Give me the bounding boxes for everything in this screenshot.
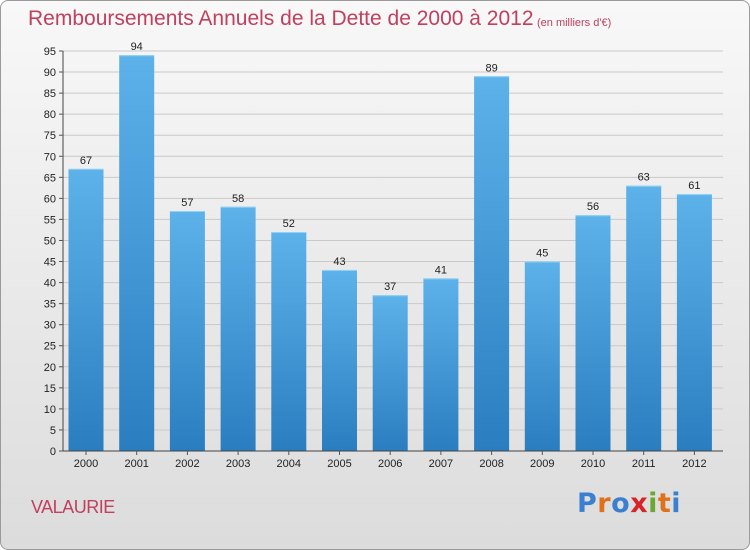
- data-label-2002: 57: [181, 197, 193, 209]
- axes: [62, 51, 723, 452]
- y-tick-label: 85: [44, 88, 56, 100]
- data-label-2001: 94: [131, 41, 143, 53]
- y-tick-label: 30: [44, 320, 56, 332]
- y-tick-label: 75: [44, 130, 56, 142]
- data-label-2008: 89: [485, 62, 497, 74]
- brand-letter: o: [611, 488, 631, 519]
- data-label-2009: 45: [536, 248, 548, 260]
- data-label-2003: 58: [232, 193, 244, 205]
- y-tick-label: 10: [44, 404, 56, 416]
- y-tick-label: 50: [44, 235, 56, 247]
- x-tick-label: 2003: [226, 458, 250, 470]
- data-labels: 67 94 57 58 52 43 37 41 89 45 56 63 61: [80, 41, 701, 293]
- y-tick-label: 55: [44, 214, 56, 226]
- x-tick-label: 2011: [632, 458, 656, 470]
- x-axis-ticks: 2000 2001 2002 2003 2004 2005 2006 2007 2008 2009…: [74, 451, 707, 470]
- y-tick-label: 0: [50, 446, 56, 458]
- y-tick-label: 25: [44, 341, 56, 353]
- y-tick-label: 65: [44, 172, 56, 184]
- y-tick-label: 20: [44, 362, 56, 374]
- bar-2002: [169, 211, 205, 451]
- bar-2007: [423, 278, 459, 451]
- brand-letter: P: [577, 488, 598, 519]
- x-tick-label: 2001: [124, 458, 148, 470]
- x-tick-label: 2012: [682, 458, 706, 470]
- chart-title: Remboursements Annuels de la Dette de 20…: [28, 7, 534, 30]
- x-tick-label: 2002: [175, 458, 199, 470]
- y-tick-label: 70: [44, 151, 56, 163]
- x-tick-label: 2004: [277, 458, 301, 470]
- y-tick-label: 45: [44, 257, 56, 269]
- bar-2008: [474, 76, 510, 452]
- bar-2003: [220, 206, 256, 451]
- bar-series: [68, 55, 712, 452]
- y-tick-label: 95: [44, 46, 56, 58]
- y-tick-label: 90: [44, 67, 56, 79]
- y-tick-label: 5: [50, 425, 56, 437]
- brand-letter: x: [630, 488, 649, 519]
- data-label-2010: 56: [587, 201, 599, 213]
- x-tick-label: 2007: [429, 458, 453, 470]
- bar-2010: [575, 215, 611, 451]
- chart-unit-note: (en milliers d'€): [537, 17, 612, 29]
- y-tick-label: 35: [44, 299, 56, 311]
- bar-2004: [271, 232, 307, 451]
- bar-2005: [322, 269, 357, 451]
- data-label-2000: 67: [80, 155, 92, 167]
- data-label-2011: 63: [638, 172, 650, 184]
- data-label-2004: 52: [283, 218, 295, 230]
- x-tick-label: 2009: [530, 458, 554, 470]
- x-tick-label: 2010: [581, 458, 605, 470]
- y-tick-label: 15: [44, 383, 56, 395]
- brand-letter: i: [671, 488, 682, 519]
- brand-letter: i: [648, 488, 658, 519]
- brand-letter: t: [657, 488, 672, 519]
- x-tick-label: 2000: [74, 458, 98, 470]
- commune-name: VALAURIE: [31, 497, 115, 517]
- proxiti-logo[interactable]: Proxiti: [577, 488, 681, 519]
- y-tick-label: 40: [44, 278, 56, 290]
- brand-letter: r: [597, 488, 612, 519]
- bar-2009: [524, 261, 560, 451]
- x-tick-label: 2006: [378, 458, 402, 470]
- data-label-2012: 61: [688, 180, 700, 192]
- data-label-2006: 37: [384, 281, 396, 293]
- x-tick-label: 2008: [479, 458, 503, 470]
- data-label-2007: 41: [435, 264, 447, 276]
- data-label-2005: 43: [333, 256, 345, 268]
- bar-2011: [626, 185, 662, 451]
- y-tick-label: 60: [44, 193, 56, 205]
- bar-2006: [372, 295, 408, 451]
- y-tick-label: 80: [44, 109, 56, 121]
- bar-2001: [119, 55, 155, 452]
- y-axis-ticks: 0 5 10 15 20 25 30 35 40 45 50 55 60 65 70 75 80 85 90 95: [44, 46, 63, 458]
- bar-2000: [68, 168, 104, 452]
- bar-2012: [676, 194, 712, 451]
- x-tick-label: 2005: [327, 458, 351, 470]
